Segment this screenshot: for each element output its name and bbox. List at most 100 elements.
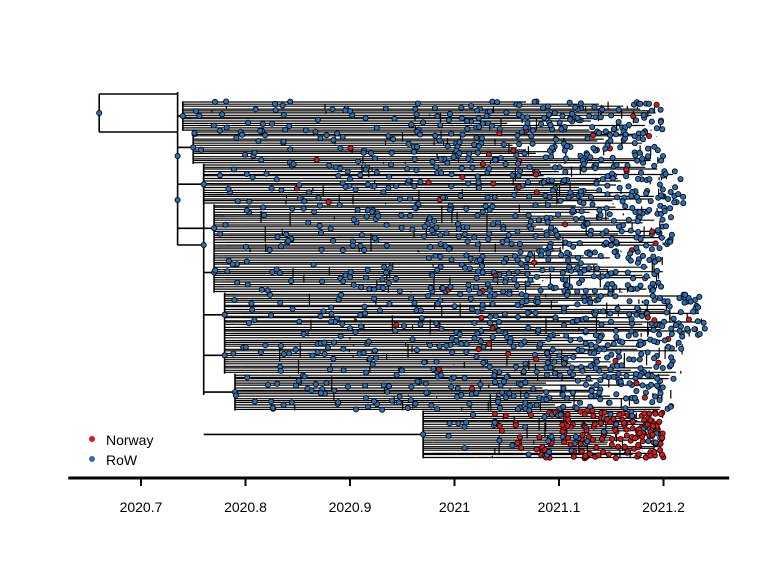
tip-node xyxy=(599,176,606,183)
tip-node xyxy=(411,183,418,190)
tip-node xyxy=(642,389,649,396)
tip-node xyxy=(559,112,566,119)
internal-node xyxy=(225,185,232,192)
tip-node xyxy=(473,284,480,291)
tip-node xyxy=(533,273,540,280)
tip-node xyxy=(591,350,598,357)
tip-node xyxy=(325,199,332,206)
internal-node xyxy=(290,161,297,168)
tip-node xyxy=(369,361,376,368)
tip-node xyxy=(395,399,402,406)
internal-node xyxy=(289,305,296,312)
tip-node xyxy=(489,334,496,341)
tip-node xyxy=(540,179,547,186)
tip-node xyxy=(380,189,387,196)
tip-node xyxy=(559,428,566,435)
tip-node xyxy=(644,371,651,378)
tip-node xyxy=(522,423,529,430)
tip-node xyxy=(500,141,507,148)
tip-node xyxy=(449,349,456,356)
tip-node xyxy=(603,239,610,246)
tip-node xyxy=(577,336,584,343)
tip-node xyxy=(611,248,618,255)
tip-node xyxy=(515,160,522,167)
tip-node xyxy=(546,111,553,118)
tip-node xyxy=(638,312,645,319)
tip-node xyxy=(655,256,662,263)
tip-node xyxy=(593,180,600,187)
tip-node xyxy=(524,114,531,121)
tip-node xyxy=(486,293,493,300)
tip-node xyxy=(657,411,664,418)
tip-node xyxy=(657,119,664,126)
tip-node xyxy=(570,371,577,378)
tip-node xyxy=(638,169,645,176)
tip-node xyxy=(652,439,659,446)
tip-node xyxy=(607,310,614,317)
tip-node xyxy=(664,298,671,305)
tip-node xyxy=(455,225,462,232)
tip-node xyxy=(459,173,466,180)
tip-node xyxy=(677,176,684,183)
tip-node xyxy=(545,256,552,263)
tip-node xyxy=(437,232,444,239)
tip-node xyxy=(600,448,607,455)
tip-node xyxy=(480,359,487,366)
internal-node xyxy=(245,320,252,327)
tip-node xyxy=(305,219,312,226)
tip-node xyxy=(644,349,651,356)
tip-node xyxy=(565,416,572,423)
tip-node xyxy=(524,309,531,316)
tip-node xyxy=(597,211,604,218)
tip-node xyxy=(607,290,614,297)
tip-node xyxy=(379,276,386,283)
tip-node xyxy=(383,221,390,228)
tip-node xyxy=(656,245,663,252)
tip-node xyxy=(474,212,481,219)
tip-node xyxy=(533,356,540,363)
tip-node xyxy=(486,230,493,237)
tip-node xyxy=(407,195,414,202)
tip-node xyxy=(603,205,610,212)
tip-node xyxy=(616,353,623,360)
internal-node xyxy=(509,442,516,449)
tip-node xyxy=(633,311,640,318)
tip-node xyxy=(516,240,523,247)
tip-node xyxy=(570,453,577,460)
tip-node xyxy=(559,269,566,276)
tip-node xyxy=(385,383,392,390)
tip-node xyxy=(672,184,679,191)
internal-node xyxy=(216,127,223,134)
tip-node xyxy=(560,304,567,311)
internal-node xyxy=(242,243,249,250)
tip-node xyxy=(609,154,616,161)
tip-node xyxy=(502,394,509,401)
internal-node xyxy=(257,127,264,134)
tip-node xyxy=(468,103,475,110)
tip-node xyxy=(696,293,703,300)
tip-node xyxy=(330,355,337,362)
tip-node xyxy=(639,438,646,445)
x-axis: 2020.7 2020.8 2020.9 2021 2021.1 2021.2 xyxy=(68,476,730,515)
tip-node xyxy=(414,100,421,107)
tip-node xyxy=(601,372,608,379)
tip-node xyxy=(567,116,574,123)
tip-node xyxy=(448,130,455,137)
tip-node xyxy=(414,143,421,150)
tip-node xyxy=(599,273,606,280)
tip-node xyxy=(344,168,351,175)
tip-node xyxy=(443,342,450,349)
tip-node xyxy=(587,231,594,238)
tip-node xyxy=(641,394,648,401)
tip-node xyxy=(456,331,463,338)
tip-node xyxy=(339,133,346,140)
tip-node xyxy=(480,343,487,350)
tip-node xyxy=(581,297,588,304)
tip-node xyxy=(681,299,688,306)
tip-node xyxy=(596,187,603,194)
tip-node xyxy=(540,105,547,112)
tip-node xyxy=(574,288,581,295)
tip-node xyxy=(365,338,372,345)
tip-node xyxy=(429,158,436,165)
tip-node xyxy=(398,224,405,231)
